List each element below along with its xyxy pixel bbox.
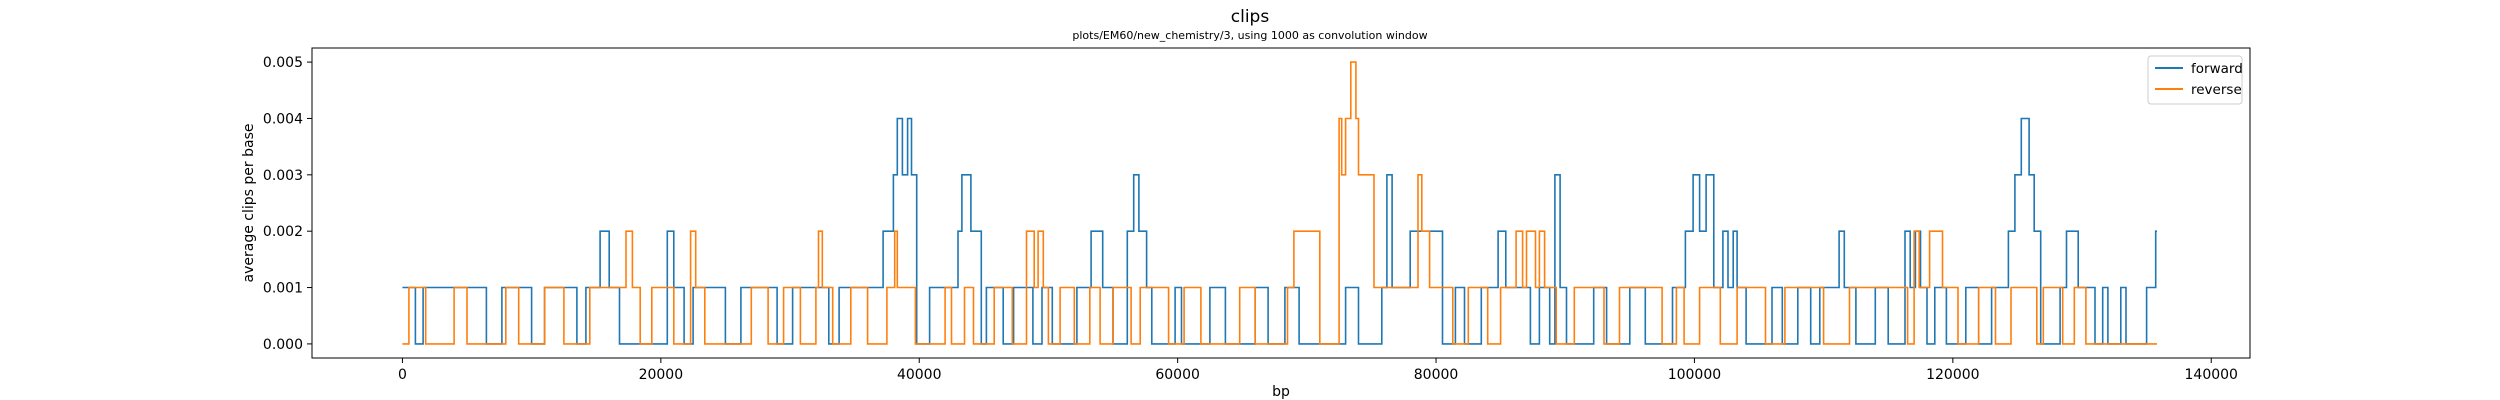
x-tick-label: 40000 <box>897 367 942 383</box>
x-tick-label: 60000 <box>1155 367 1200 383</box>
x-axis-label: bp <box>1272 384 1290 400</box>
chart-title: clips <box>1231 7 1270 27</box>
y-tick-label: 0.005 <box>263 55 303 71</box>
series-line-forward <box>402 117 2157 345</box>
plot-frame <box>311 47 2251 359</box>
series-line-reverse <box>402 61 2157 345</box>
x-tick-label: 140000 <box>2185 367 2238 383</box>
axes: 0 20000 40000 60000 80000 100000 120000 140000 0… <box>263 55 2238 383</box>
x-tick-label: 80000 <box>1414 367 1459 383</box>
y-axis-label: average clips per base <box>241 124 257 283</box>
plot-lines <box>402 61 2157 345</box>
y-tick-label: 0.000 <box>263 337 303 353</box>
y-tick-label: 0.002 <box>263 224 303 240</box>
legend-label-reverse: reverse <box>2191 82 2242 98</box>
x-tick-label: 100000 <box>1668 367 1721 383</box>
y-tick-label: 0.001 <box>263 281 303 297</box>
legend: forward reverse <box>2147 55 2243 105</box>
legend-label-forward: forward <box>2191 61 2243 77</box>
x-tick-label: 120000 <box>1926 367 1979 383</box>
x-tick-label: 0 <box>398 367 407 383</box>
y-tick-label: 0.003 <box>263 168 303 184</box>
x-tick-label: 20000 <box>639 367 684 383</box>
y-tick-label: 0.004 <box>263 111 303 127</box>
chart-subtitle: plots/EM60/new_chemistry/3, using 1000 a… <box>1072 29 1427 42</box>
